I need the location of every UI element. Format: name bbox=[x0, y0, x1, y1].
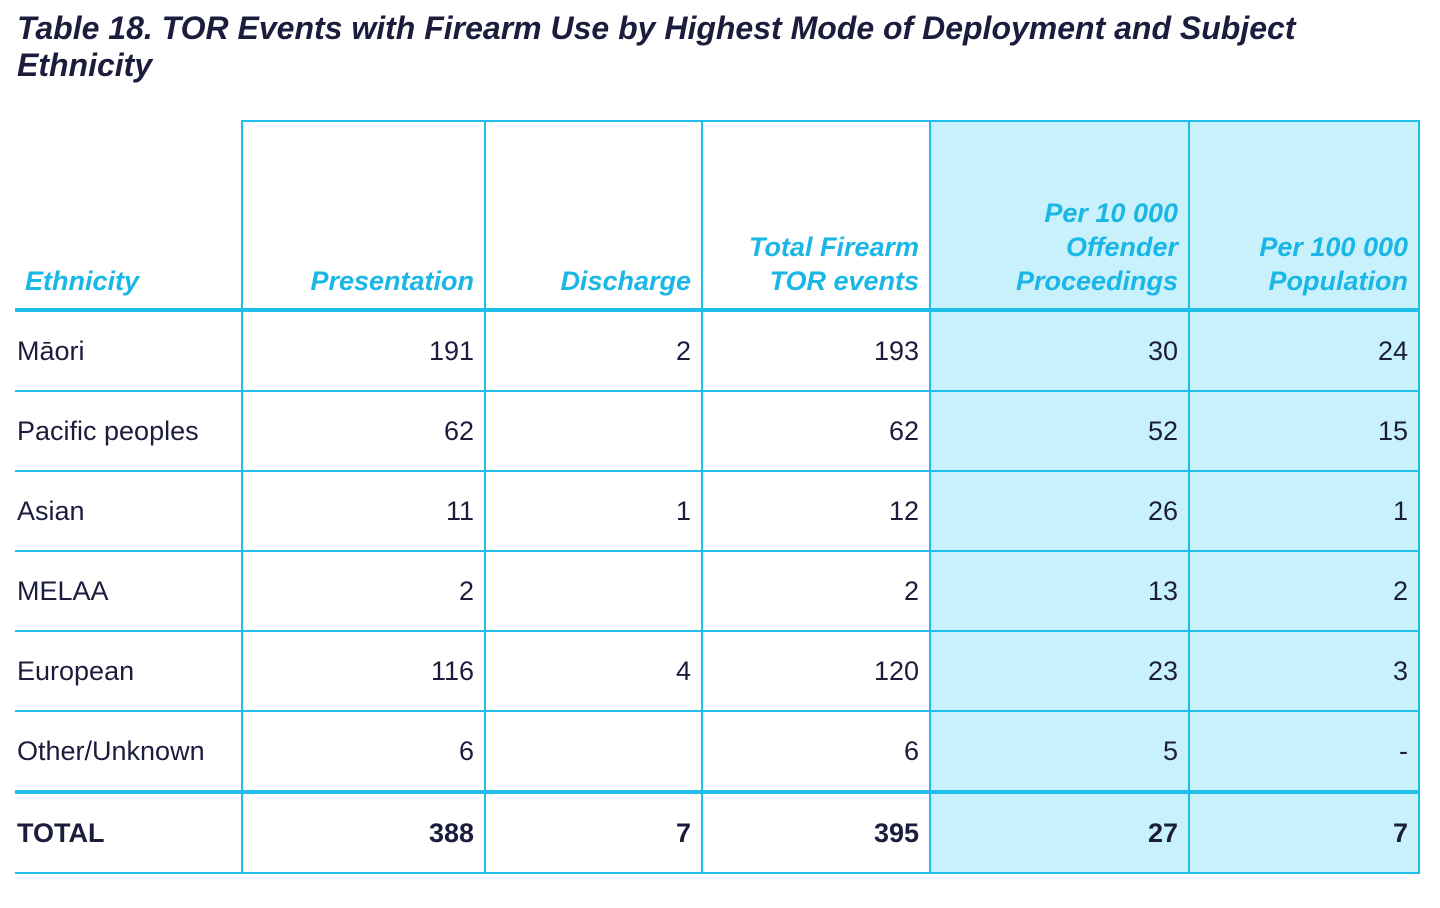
table-row: Asian 11 1 12 26 1 bbox=[15, 470, 1420, 552]
cell-discharge bbox=[484, 710, 703, 794]
cell-total: 193 bbox=[701, 309, 931, 392]
cell-per-population: 7 bbox=[1188, 791, 1420, 874]
column-header-ethnicity: Ethnicity bbox=[15, 121, 243, 312]
cell-per-population: - bbox=[1188, 710, 1420, 794]
cell-discharge: 7 bbox=[484, 791, 703, 874]
data-table: Ethnicity Presentation Discharge Total F… bbox=[15, 120, 1420, 874]
column-header-per-population: Per 100 000 Population bbox=[1188, 120, 1420, 312]
cell-per-offender: 5 bbox=[929, 710, 1190, 794]
cell-per-population: 24 bbox=[1188, 309, 1420, 392]
table-row: Māori 191 2 193 30 24 bbox=[15, 309, 1420, 392]
table-title: Table 18. TOR Events with Firearm Use by… bbox=[17, 10, 1296, 83]
cell-presentation: 116 bbox=[241, 630, 486, 712]
cell-discharge: 2 bbox=[484, 309, 703, 392]
cell-per-population: 3 bbox=[1188, 630, 1420, 712]
cell-per-offender: 27 bbox=[929, 791, 1190, 874]
cell-per-offender: 26 bbox=[929, 470, 1190, 552]
cell-ethnicity: TOTAL bbox=[15, 791, 243, 874]
cell-per-population: 2 bbox=[1188, 550, 1420, 632]
cell-per-population: 1 bbox=[1188, 470, 1420, 552]
total-row: TOTAL 388 7 395 27 7 bbox=[15, 791, 1420, 874]
cell-per-offender: 30 bbox=[929, 309, 1190, 392]
cell-ethnicity: Māori bbox=[15, 309, 243, 392]
cell-total: 6 bbox=[701, 710, 931, 794]
cell-per-offender: 52 bbox=[929, 390, 1190, 472]
column-header-discharge: Discharge bbox=[484, 120, 703, 312]
table-row: European 116 4 120 23 3 bbox=[15, 630, 1420, 712]
column-header-presentation: Presentation bbox=[241, 120, 486, 312]
cell-total: 395 bbox=[701, 791, 931, 874]
cell-presentation: 388 bbox=[241, 791, 486, 874]
cell-total: 2 bbox=[701, 550, 931, 632]
cell-presentation: 2 bbox=[241, 550, 486, 632]
header-row: Ethnicity Presentation Discharge Total F… bbox=[15, 120, 1420, 312]
table-row: Other/Unknown 6 6 5- bbox=[15, 710, 1420, 794]
cell-ethnicity: Pacific peoples bbox=[15, 390, 243, 472]
cell-per-offender: 13 bbox=[929, 550, 1190, 632]
cell-discharge: 1 bbox=[484, 470, 703, 552]
cell-total: 120 bbox=[701, 630, 931, 712]
column-header-per-offender: Per 10 000 Offender Proceedings bbox=[929, 120, 1190, 312]
cell-total: 62 bbox=[701, 390, 931, 472]
cell-presentation: 11 bbox=[241, 470, 486, 552]
cell-ethnicity: MELAA bbox=[15, 550, 243, 632]
table-row: MELAA 2 2 13 2 bbox=[15, 550, 1420, 632]
column-header-total: Total Firearm TOR events bbox=[701, 120, 931, 312]
cell-ethnicity: European bbox=[15, 630, 243, 712]
cell-ethnicity: Other/Unknown bbox=[15, 710, 243, 794]
cell-per-population: 15 bbox=[1188, 390, 1420, 472]
cell-per-offender: 23 bbox=[929, 630, 1190, 712]
cell-ethnicity: Asian bbox=[15, 470, 243, 552]
cell-presentation: 191 bbox=[241, 309, 486, 392]
cell-discharge: 4 bbox=[484, 630, 703, 712]
table-row: Pacific peoples 62 62 52 15 bbox=[15, 390, 1420, 472]
cell-presentation: 62 bbox=[241, 390, 486, 472]
cell-total: 12 bbox=[701, 470, 931, 552]
cell-discharge bbox=[484, 550, 703, 632]
cell-discharge bbox=[484, 390, 703, 472]
cell-presentation: 6 bbox=[241, 710, 486, 794]
